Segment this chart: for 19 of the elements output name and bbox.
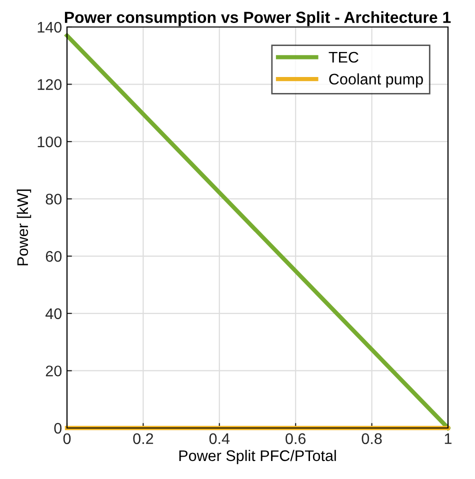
x-tick-label: 0.2 — [133, 433, 154, 444]
y-tick-label: 80 — [46, 194, 62, 205]
x-tick-label: 0.6 — [286, 433, 306, 444]
y-tick-label: 120 — [38, 79, 62, 90]
x-axis-title: Power Split PFC/PTotal — [179, 450, 336, 464]
x-tick-label: 0.8 — [362, 433, 382, 444]
y-tick-label: 100 — [38, 136, 62, 148]
x-tick-label: 1 — [444, 433, 452, 444]
y-tick-label: 20 — [46, 366, 62, 376]
y-axis-title: Power [kW] — [16, 190, 32, 266]
y-tick-label: 140 — [38, 22, 62, 33]
y-tick-label: 0 — [54, 422, 62, 434]
legend-label: Coolant pump — [329, 73, 423, 88]
chart-title: Power consumption vs Power Split - Architecture 1 — [64, 11, 451, 26]
x-tick-label: 0.4 — [209, 433, 230, 444]
legend-label: TEC — [328, 52, 358, 63]
y-tick-label: 40 — [46, 308, 62, 320]
x-tick-label: 0 — [63, 433, 71, 444]
y-tick-label: 60 — [46, 251, 62, 262]
